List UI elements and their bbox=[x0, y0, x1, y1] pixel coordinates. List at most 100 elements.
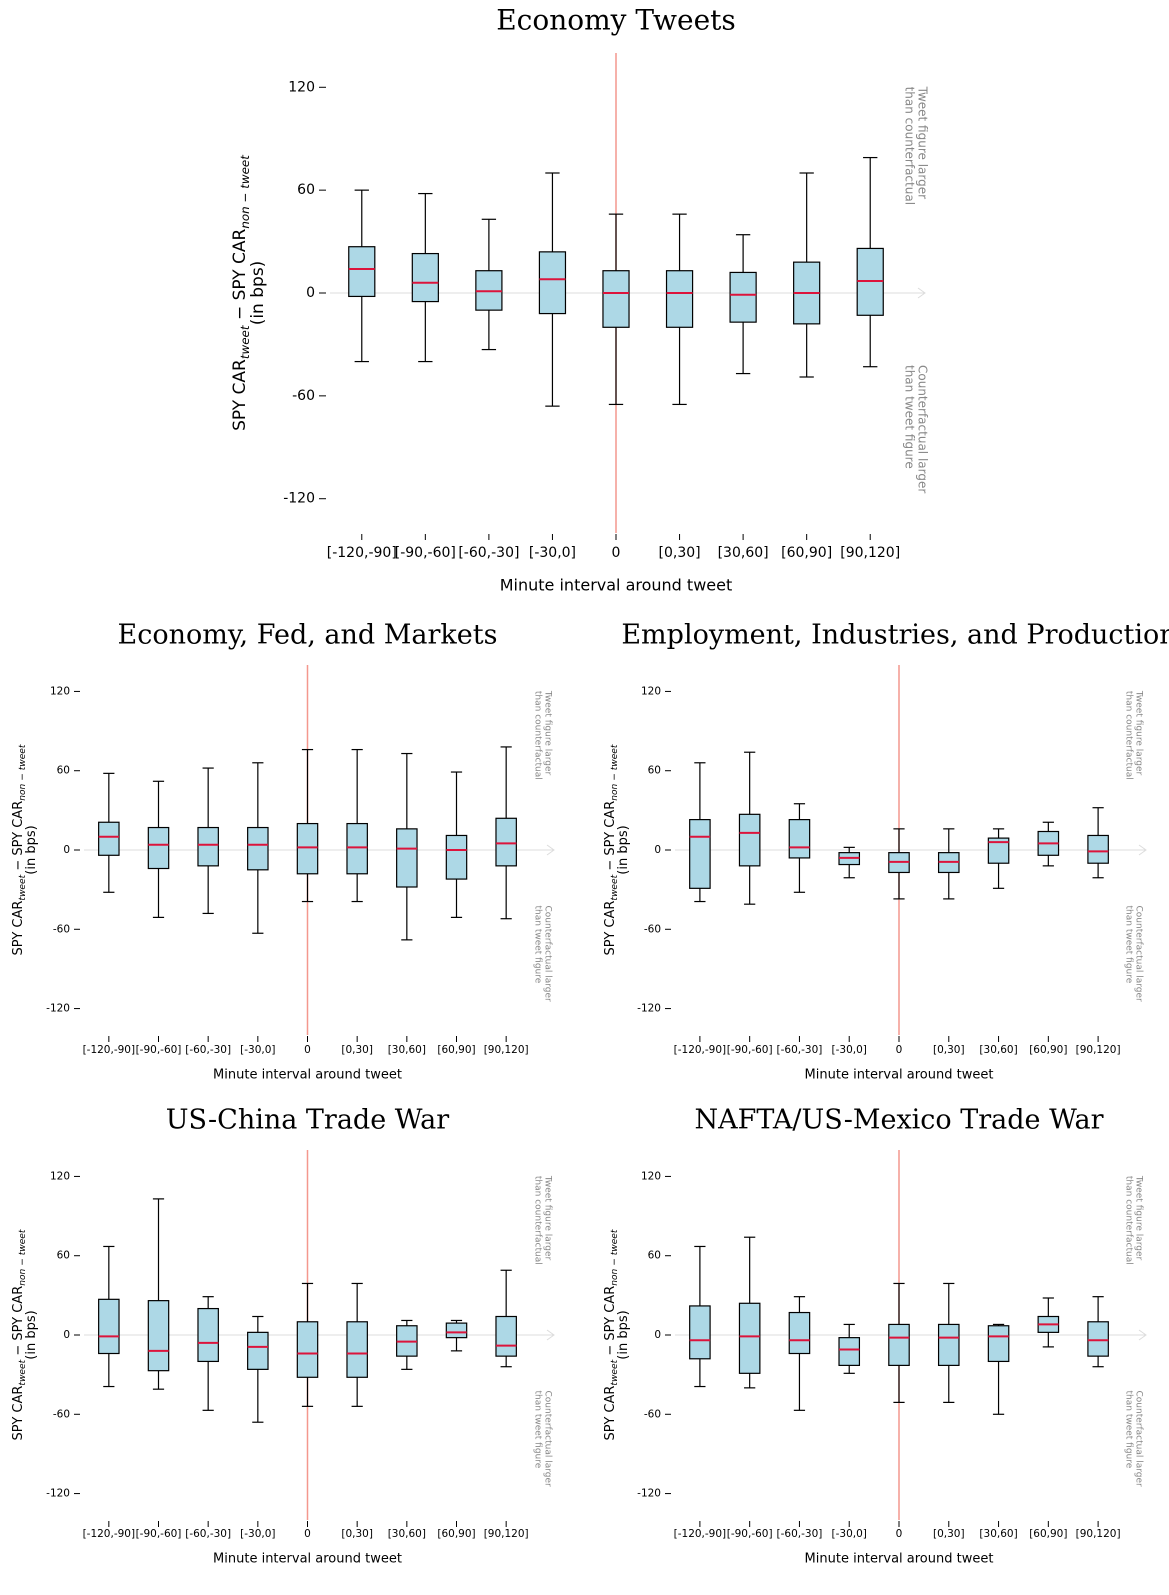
y-axis-label: SPY CARtweet − SPY CARnon − tweet bbox=[11, 744, 28, 955]
box bbox=[445, 834, 468, 880]
x-tick-label: [-120,-90] bbox=[327, 545, 397, 561]
y-tick-label: -120 bbox=[637, 1488, 661, 1500]
x-tick-label: [-30,0] bbox=[240, 1528, 275, 1540]
x-tick-label: [0,30] bbox=[341, 1528, 373, 1540]
x-tick-label: [90,120] bbox=[484, 1528, 529, 1540]
x-tick-label: 0 bbox=[896, 1044, 903, 1056]
x-tick-label: [-60,-30] bbox=[185, 1528, 231, 1540]
x-tick-label: [-120,-90] bbox=[674, 1528, 727, 1540]
x-tick-label: [-60,-30] bbox=[185, 1044, 231, 1056]
x-tick-label: [0,30] bbox=[933, 1044, 965, 1056]
box bbox=[495, 1315, 517, 1357]
x-tick-label: [-120,-90] bbox=[83, 1528, 136, 1540]
y-tick-label: -60 bbox=[292, 388, 315, 404]
panel: Employment, Industries, and Production -1… bbox=[603, 620, 1169, 1083]
y-axis-unit: (in bps) bbox=[616, 1310, 631, 1359]
x-tick-label: [-90,-60] bbox=[727, 1044, 773, 1056]
y-axis-label-part: − SPY CAR bbox=[230, 228, 250, 325]
annotation: Counterfactual larger bbox=[543, 1391, 553, 1488]
x-tick-label: [60,90] bbox=[437, 1528, 475, 1540]
panel: US-China Trade War -120 -60 0 60 120 [-120,-90… bbox=[11, 1105, 555, 1567]
x-tick-label: [60,90] bbox=[1029, 1528, 1067, 1540]
y-axis-label-part: SPY CAR bbox=[603, 1386, 618, 1441]
x-tick-label: [90,120] bbox=[1076, 1044, 1121, 1056]
x-axis-label: Minute interval around tweet bbox=[500, 576, 732, 595]
y-axis-label-part: SPY CAR bbox=[11, 901, 26, 956]
y-tick-label: 120 bbox=[50, 1170, 70, 1182]
x-tick-label: [-90,-60] bbox=[136, 1044, 182, 1056]
x-tick-label: [60,90] bbox=[1029, 1044, 1067, 1056]
panel: Economy, Fed, and Markets -120 -60 0 60 120 [-… bbox=[11, 620, 555, 1083]
box bbox=[296, 822, 319, 875]
chart-title: NAFTA/US-Mexico Trade War bbox=[694, 1105, 1103, 1136]
annotation: Counterfactual larger bbox=[916, 365, 930, 493]
x-tick-label: [0,30] bbox=[659, 545, 701, 561]
y-tick-label: 60 bbox=[648, 1250, 661, 1262]
y-tick-label: 60 bbox=[57, 1250, 70, 1262]
box bbox=[838, 1337, 861, 1366]
y-axis-label-subscript: tweet bbox=[17, 1359, 27, 1385]
y-axis-unit: (in bps) bbox=[248, 261, 268, 326]
x-tick-label: [90,120] bbox=[484, 1044, 529, 1056]
box bbox=[247, 1331, 269, 1370]
y-tick-label: 60 bbox=[57, 765, 70, 777]
y-tick-label: -120 bbox=[283, 491, 315, 507]
x-tick-label: [-90,-60] bbox=[727, 1528, 773, 1540]
box bbox=[987, 837, 1010, 864]
y-axis-label: SPY CARtweet − SPY CARnon − tweet bbox=[603, 744, 620, 955]
y-tick-label: 0 bbox=[306, 285, 315, 301]
y-tick-label: -60 bbox=[53, 923, 70, 935]
x-tick-label: [-30,0] bbox=[832, 1044, 867, 1056]
x-tick-label: [30,60] bbox=[388, 1528, 426, 1540]
zero-arrow bbox=[546, 1329, 555, 1341]
box bbox=[689, 1305, 711, 1360]
x-tick-label: [-60,-30] bbox=[458, 545, 519, 561]
x-tick-label: [-90,-60] bbox=[136, 1528, 182, 1540]
y-axis-label-part: SPY CAR bbox=[230, 359, 250, 431]
y-tick-label: -60 bbox=[644, 923, 661, 935]
y-tick-label: 0 bbox=[63, 1329, 70, 1341]
x-tick-label: [30,60] bbox=[979, 1044, 1017, 1056]
x-axis-label: Minute interval around tweet bbox=[805, 1068, 994, 1083]
box bbox=[396, 828, 418, 888]
y-tick-label: -60 bbox=[53, 1408, 70, 1420]
box bbox=[729, 271, 757, 323]
box bbox=[987, 1325, 1010, 1363]
box bbox=[888, 1323, 910, 1366]
box bbox=[602, 270, 630, 328]
box bbox=[665, 270, 694, 328]
y-axis-label-subscript: tweet bbox=[238, 324, 252, 359]
annotation: Counterfactual larger bbox=[1134, 906, 1144, 1003]
y-axis-label-subscript: non − tweet bbox=[17, 1229, 27, 1286]
x-tick-label: [30,60] bbox=[388, 1044, 426, 1056]
box bbox=[788, 819, 811, 859]
box bbox=[689, 819, 711, 889]
x-axis-label: Minute interval around tweet bbox=[805, 1552, 994, 1567]
annotation: Counterfactual larger bbox=[1134, 1391, 1144, 1488]
y-axis-label-subscript: tweet bbox=[609, 874, 619, 900]
x-axis-label: Minute interval around tweet bbox=[213, 1068, 402, 1083]
box bbox=[1087, 834, 1109, 864]
annotation: Tweet figure larger bbox=[1134, 690, 1144, 776]
box bbox=[937, 1323, 960, 1366]
y-tick-label: -120 bbox=[637, 1003, 661, 1015]
y-axis-label-part: − SPY CAR bbox=[11, 1286, 26, 1360]
y-axis-label-subscript: non − tweet bbox=[609, 1229, 619, 1286]
y-axis-unit: (in bps) bbox=[616, 825, 631, 874]
x-tick-label: [-30,0] bbox=[240, 1044, 275, 1056]
annotation: Tweet figure larger bbox=[1134, 1175, 1144, 1261]
y-axis-label-subscript: non − tweet bbox=[238, 154, 252, 229]
x-tick-label: [90,120] bbox=[840, 545, 900, 561]
box bbox=[348, 246, 376, 298]
annotation: Counterfactual larger bbox=[543, 906, 553, 1003]
zero-arrow bbox=[546, 844, 555, 856]
y-tick-label: 0 bbox=[654, 844, 661, 856]
annotation: than tweet figure bbox=[1124, 1391, 1134, 1469]
y-axis-label-subscript: non − tweet bbox=[609, 744, 619, 801]
zero-arrow bbox=[1138, 844, 1147, 856]
y-tick-label: 0 bbox=[654, 1329, 661, 1341]
zero-arrow bbox=[917, 287, 926, 299]
x-tick-label: 0 bbox=[304, 1528, 311, 1540]
y-tick-label: 60 bbox=[297, 182, 315, 198]
y-tick-label: -60 bbox=[644, 1408, 661, 1420]
